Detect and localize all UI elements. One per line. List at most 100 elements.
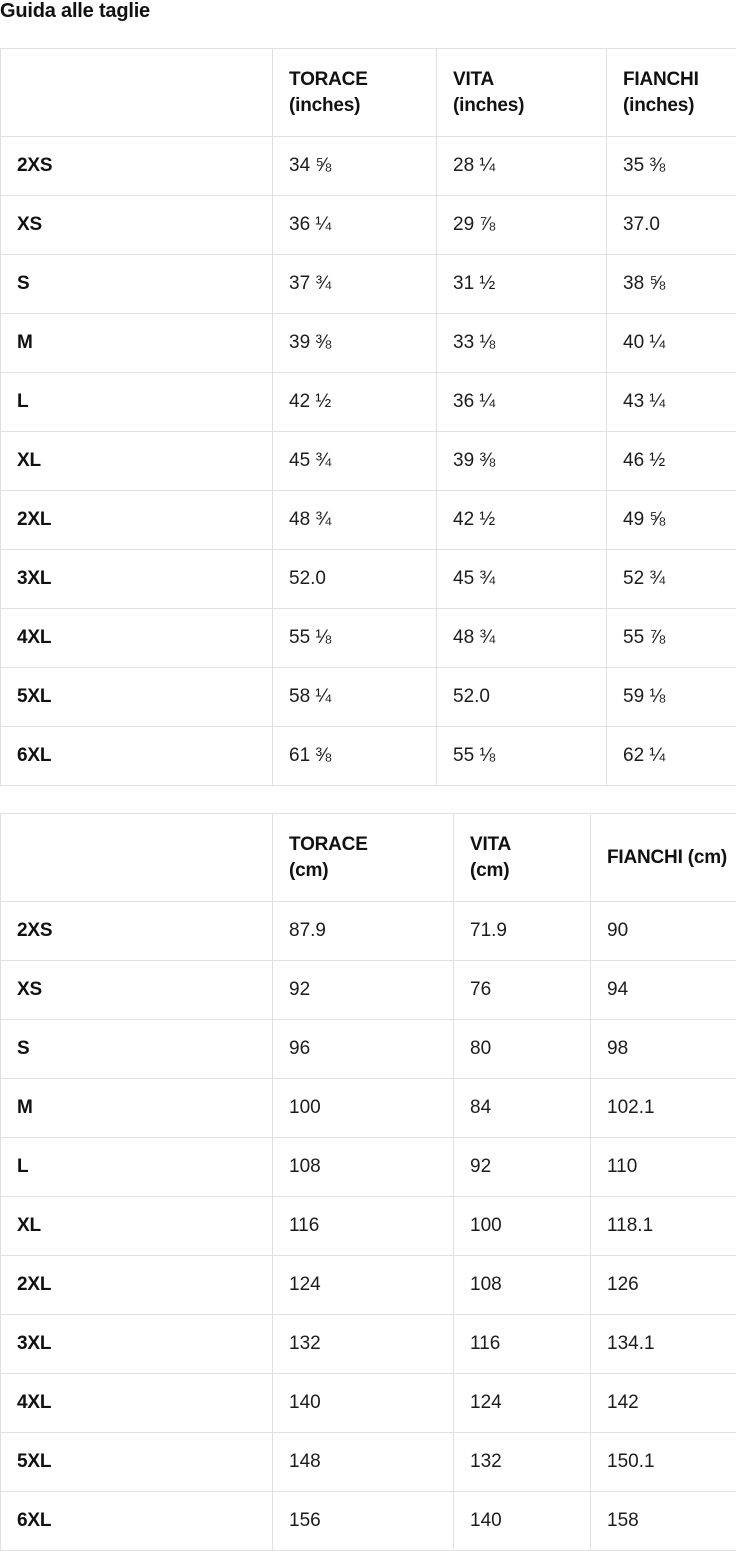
fianchi-value: 90 — [590, 901, 736, 961]
table-row: 2XL 48 ¾ 42 ½ 49 ⅝ — [0, 490, 736, 550]
torace-value: 124 — [272, 1255, 454, 1315]
table-row: 4XL 140 124 142 — [0, 1373, 736, 1433]
table-row: M 100 84 102.1 — [0, 1078, 736, 1138]
torace-value: 140 — [272, 1373, 454, 1433]
torace-value: 42 ½ — [272, 372, 437, 432]
torace-value: 100 — [272, 1078, 454, 1138]
vita-value: 28 ¼ — [436, 136, 607, 196]
torace-value: 116 — [272, 1196, 454, 1256]
size-label: 5XL — [0, 667, 273, 727]
size-label: 2XS — [0, 136, 273, 196]
fianchi-value: 118.1 — [590, 1196, 736, 1256]
fianchi-value: 37.0 — [606, 195, 736, 255]
size-label: M — [0, 313, 273, 373]
torace-value: 36 ¼ — [272, 195, 437, 255]
vita-value: 71.9 — [453, 901, 591, 961]
vita-value: 31 ½ — [436, 254, 607, 314]
vita-value: 116 — [453, 1314, 591, 1374]
table-row: 4XL 55 ⅛ 48 ¾ 55 ⅞ — [0, 608, 736, 668]
table-row: 5XL 148 132 150.1 — [0, 1432, 736, 1492]
size-table-inches: TORACE (inches) VITA (inches) FIANCHI (i… — [0, 48, 736, 786]
vita-value: 45 ¾ — [436, 549, 607, 609]
column-header-torace: TORACE (cm) — [272, 813, 454, 902]
table-row: 2XS 87.9 71.9 90 — [0, 901, 736, 961]
size-label: XS — [0, 960, 273, 1020]
vita-value: 92 — [453, 1137, 591, 1197]
torace-value: 132 — [272, 1314, 454, 1374]
fianchi-value: 142 — [590, 1373, 736, 1433]
column-header-fianchi: FIANCHI (cm) — [590, 813, 736, 902]
table-row: L 108 92 110 — [0, 1137, 736, 1197]
fianchi-value: 52 ¾ — [606, 549, 736, 609]
vita-value: 80 — [453, 1019, 591, 1079]
table-row: 3XL 132 116 134.1 — [0, 1314, 736, 1374]
fianchi-value: 40 ¼ — [606, 313, 736, 373]
vita-value: 100 — [453, 1196, 591, 1256]
vita-value: 108 — [453, 1255, 591, 1315]
fianchi-value: 126 — [590, 1255, 736, 1315]
vita-value: 124 — [453, 1373, 591, 1433]
fianchi-value: 102.1 — [590, 1078, 736, 1138]
size-label: XL — [0, 1196, 273, 1256]
vita-value: 48 ¾ — [436, 608, 607, 668]
vita-value: 84 — [453, 1078, 591, 1138]
size-label: 2XS — [0, 901, 273, 961]
vita-value: 140 — [453, 1491, 591, 1551]
torace-value: 58 ¼ — [272, 667, 437, 727]
size-label: 2XL — [0, 1255, 273, 1315]
fianchi-value: 43 ¼ — [606, 372, 736, 432]
torace-value: 52.0 — [272, 549, 437, 609]
fianchi-value: 110 — [590, 1137, 736, 1197]
fianchi-value: 46 ½ — [606, 431, 736, 491]
table-row: 6XL 156 140 158 — [0, 1491, 736, 1551]
torace-value: 96 — [272, 1019, 454, 1079]
page-title: Guida alle taglie — [0, 0, 150, 22]
size-label: 3XL — [0, 1314, 273, 1374]
table-header-row: TORACE (inches) VITA (inches) FIANCHI (i… — [0, 48, 736, 137]
column-header-vita: VITA (cm) — [453, 813, 591, 902]
torace-value: 45 ¾ — [272, 431, 437, 491]
vita-value: 36 ¼ — [436, 372, 607, 432]
fianchi-value: 98 — [590, 1019, 736, 1079]
torace-value: 156 — [272, 1491, 454, 1551]
column-header-size — [0, 813, 273, 902]
column-header-torace: TORACE (inches) — [272, 48, 437, 137]
torace-value: 108 — [272, 1137, 454, 1197]
fianchi-value: 134.1 — [590, 1314, 736, 1374]
size-label: 2XL — [0, 490, 273, 550]
table-row: S 96 80 98 — [0, 1019, 736, 1079]
size-label: 6XL — [0, 726, 273, 786]
size-label: 4XL — [0, 608, 273, 668]
table-row: XL 116 100 118.1 — [0, 1196, 736, 1256]
table-row: 2XS 34 ⅝ 28 ¼ 35 ⅜ — [0, 136, 736, 196]
fianchi-value: 59 ⅛ — [606, 667, 736, 727]
table-row: 5XL 58 ¼ 52.0 59 ⅛ — [0, 667, 736, 727]
fianchi-value: 55 ⅞ — [606, 608, 736, 668]
size-table-cm: TORACE (cm) VITA (cm) FIANCHI (cm) 2XS 8… — [0, 813, 736, 1551]
size-label: 4XL — [0, 1373, 273, 1433]
fianchi-value: 150.1 — [590, 1432, 736, 1492]
table-row: M 39 ⅜ 33 ⅛ 40 ¼ — [0, 313, 736, 373]
table-row: XL 45 ¾ 39 ⅜ 46 ½ — [0, 431, 736, 491]
size-label: M — [0, 1078, 273, 1138]
vita-value: 42 ½ — [436, 490, 607, 550]
vita-value: 33 ⅛ — [436, 313, 607, 373]
torace-value: 148 — [272, 1432, 454, 1492]
size-label: L — [0, 372, 273, 432]
size-label: XL — [0, 431, 273, 491]
column-header-vita: VITA (inches) — [436, 48, 607, 137]
table-row: S 37 ¾ 31 ½ 38 ⅝ — [0, 254, 736, 314]
vita-value: 132 — [453, 1432, 591, 1492]
size-label: S — [0, 1019, 273, 1079]
fianchi-value: 62 ¼ — [606, 726, 736, 786]
vita-value: 76 — [453, 960, 591, 1020]
torace-value: 39 ⅜ — [272, 313, 437, 373]
fianchi-value: 49 ⅝ — [606, 490, 736, 550]
table-row: L 42 ½ 36 ¼ 43 ¼ — [0, 372, 736, 432]
table-row: XS 92 76 94 — [0, 960, 736, 1020]
table-row: 6XL 61 ⅜ 55 ⅛ 62 ¼ — [0, 726, 736, 786]
vita-value: 29 ⅞ — [436, 195, 607, 255]
table-header-row: TORACE (cm) VITA (cm) FIANCHI (cm) — [0, 813, 736, 902]
table-row: XS 36 ¼ 29 ⅞ 37.0 — [0, 195, 736, 255]
torace-value: 34 ⅝ — [272, 136, 437, 196]
